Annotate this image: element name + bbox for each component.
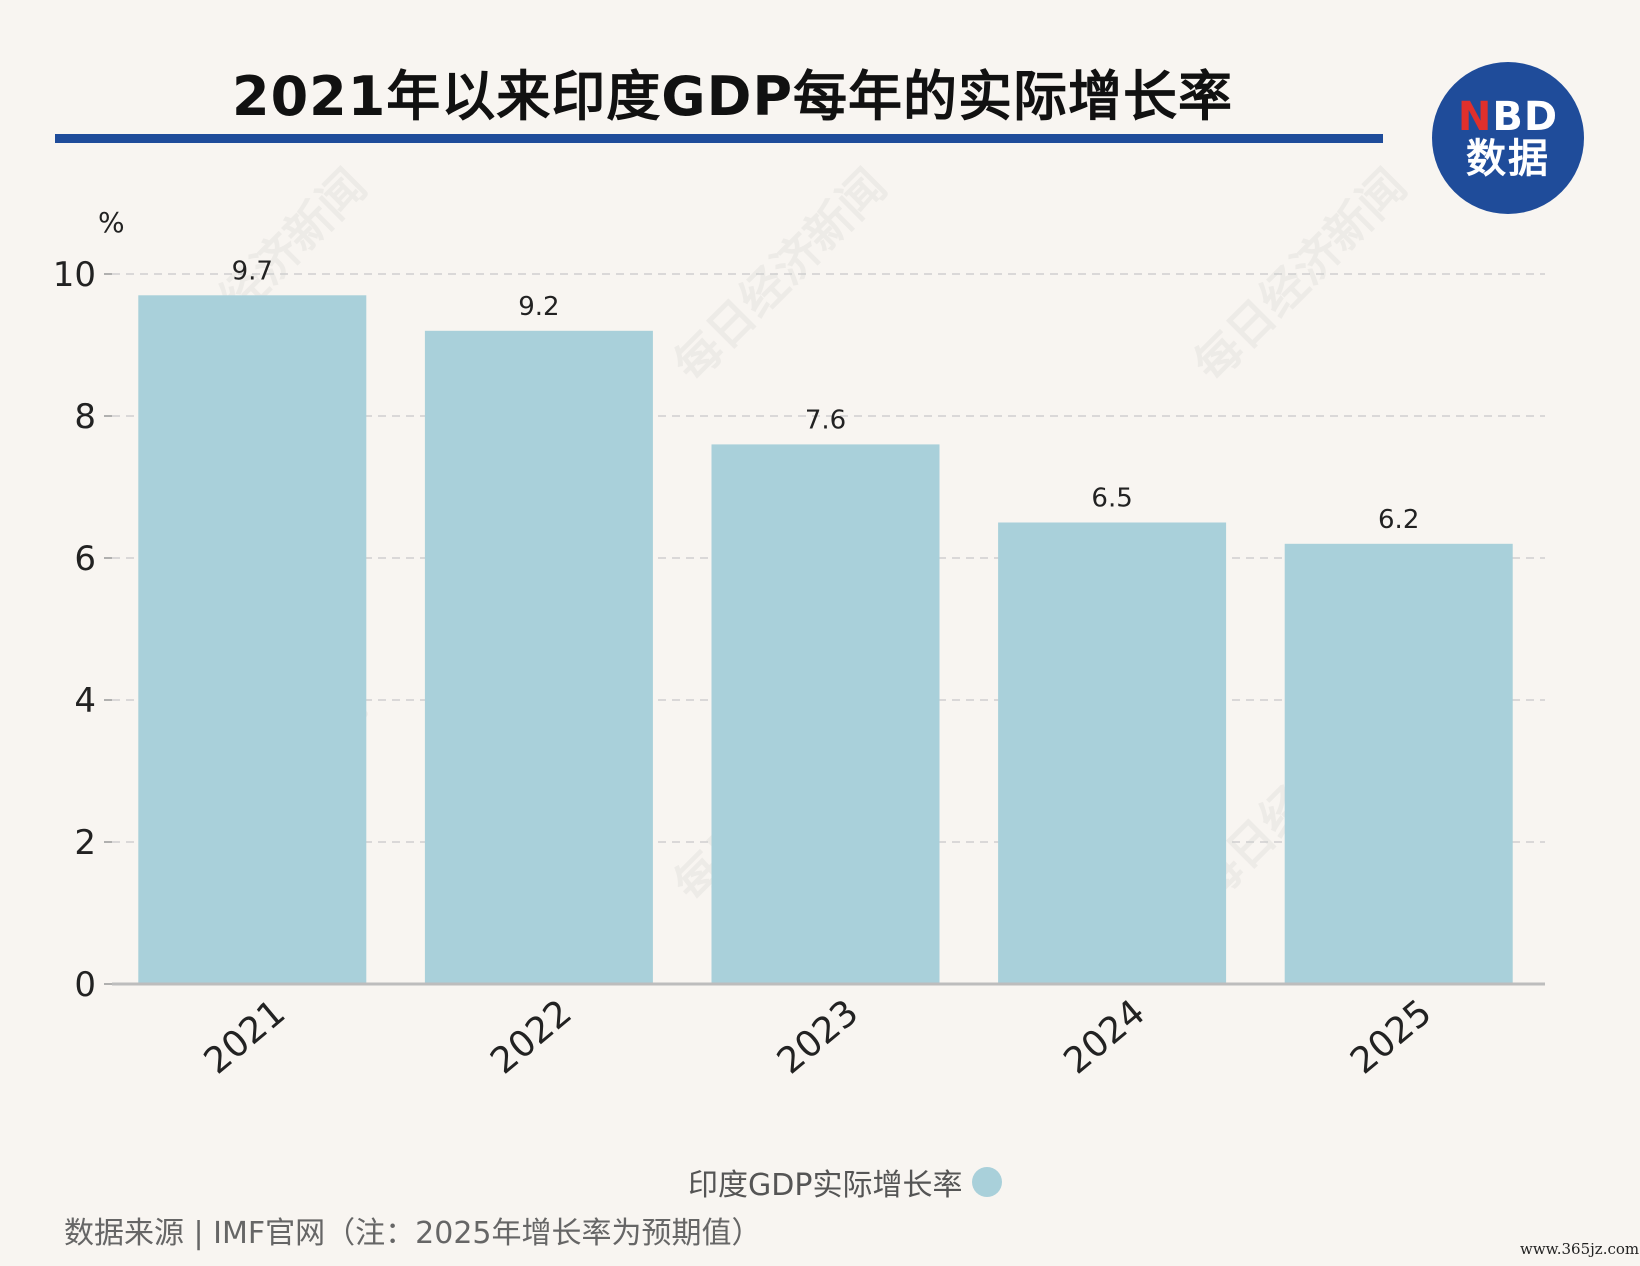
bar (711, 444, 940, 984)
x-tick-label: 2021 (197, 992, 294, 1082)
bar (998, 522, 1227, 984)
legend: 印度GDP实际增长率 (688, 1160, 1003, 1204)
y-tick-label: 0 (74, 965, 96, 1005)
y-unit-label: % (98, 206, 125, 239)
bar (138, 295, 367, 984)
y-tick-label: 4 (74, 681, 96, 721)
logo-text-top: NBD (1458, 96, 1558, 138)
x-tick-label: 2023 (770, 992, 867, 1082)
y-tick-label: 10 (53, 255, 96, 295)
x-tick-label: 2022 (483, 992, 580, 1082)
data-label: 9.2 (518, 292, 559, 322)
data-label: 7.6 (805, 405, 846, 435)
y-tick-label: 8 (74, 397, 96, 437)
x-tick-label: 2024 (1056, 992, 1153, 1082)
logo-text-bottom: 数据 (1466, 136, 1550, 182)
site-url: www.365jz.com (1520, 1240, 1640, 1258)
source-note: 数据来源 | IMF官网（注：2025年增长率为预期值） (64, 1216, 762, 1251)
bar (1284, 543, 1513, 984)
y-tick-label: 2 (74, 823, 96, 863)
y-tick-label: 6 (74, 539, 96, 579)
chart-title: 2021年以来印度GDP每年的实际增长率 (232, 65, 1234, 128)
data-label: 9.7 (232, 256, 273, 286)
data-label: 6.5 (1091, 484, 1132, 514)
title-underline (55, 134, 1383, 143)
logo-accent-letter: N (1457, 94, 1493, 140)
legend-label: 印度GDP实际增长率 (688, 1168, 963, 1203)
logo-letters: BD (1492, 94, 1559, 140)
nbd-logo: NBD 数据 (1432, 62, 1584, 214)
bar (424, 330, 653, 984)
legend-swatch (972, 1167, 1003, 1197)
data-label: 6.2 (1378, 505, 1419, 535)
x-tick-label: 2025 (1343, 992, 1440, 1082)
